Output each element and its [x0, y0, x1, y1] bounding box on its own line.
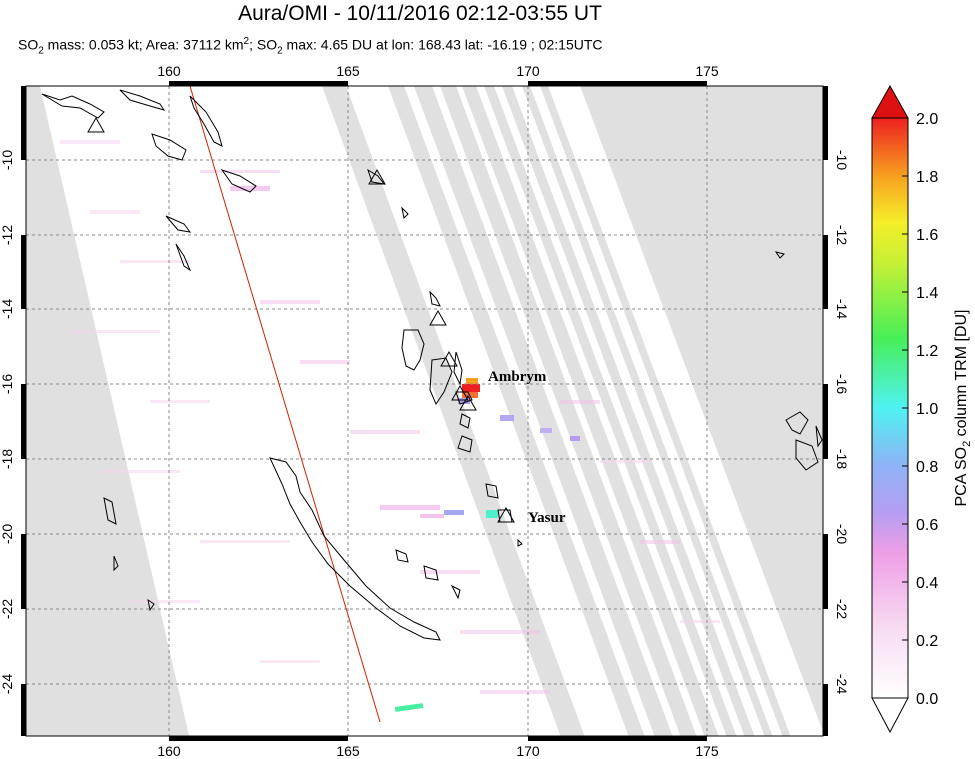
volcano-icon	[440, 350, 458, 367]
colorbar-tick-label: 0.0	[916, 691, 938, 708]
lat-tick-label: -18	[834, 449, 850, 469]
lat-tick-label: -20	[0, 524, 15, 544]
map-title: Aura/OMI - 10/11/2016 02:12-03:55 UT	[238, 2, 602, 25]
lat-tick-label: -12	[834, 225, 850, 245]
colorbar: 0.0 0.2 0.4 0.6 0.8 1.0 1.2 1.4 1.6 1.8 …	[871, 84, 973, 734]
swath-edge-west-fill	[26, 86, 40, 145]
colorbar-tick-label: 0.2	[916, 633, 938, 650]
volcano-icon	[459, 394, 477, 411]
colorbar-tick-label: 1.0	[916, 401, 938, 418]
so2-south-streak	[394, 703, 424, 712]
map-border-left	[21, 86, 26, 736]
colorbar-tick-label: 2.0	[916, 111, 938, 128]
row-anomaly-stripes	[322, 86, 791, 736]
colorbar-tick-label: 1.6	[916, 227, 938, 244]
lat-tick-label: -14	[0, 299, 15, 319]
map-border-right	[823, 86, 828, 736]
lat-labels-right: -10 -12 -14 -16 -18 -20 -22 -24	[834, 150, 850, 694]
volcano-icon	[429, 309, 447, 326]
track-line	[189, 86, 381, 723]
coastlines	[41, 89, 823, 641]
lon-tick-label: 175	[695, 743, 719, 759]
graticule	[26, 86, 823, 736]
colorbar-tick-label: 0.4	[916, 575, 938, 592]
lat-tick-label: -16	[0, 374, 15, 394]
so2-yasur-plume	[420, 510, 498, 518]
lon-tick-label: 170	[516, 63, 540, 79]
lon-tick-label: 160	[157, 63, 181, 79]
lat-tick-label: -14	[834, 299, 850, 319]
lat-tick-label: -24	[0, 674, 15, 694]
colorbar-tick-label: 1.4	[916, 285, 938, 302]
colorbar-min-arrow	[871, 697, 909, 734]
map-subtitle: SO2 mass: 0.053 kt; Area: 37112 km2; SO2…	[18, 36, 603, 57]
lon-tick-label: 160	[157, 743, 181, 759]
lat-tick-label: -20	[834, 524, 850, 544]
colorbar-max-arrow	[871, 84, 909, 119]
lat-tick-label: -10	[0, 150, 15, 170]
lat-tick-label: -12	[0, 225, 15, 245]
lon-tick-label: 165	[336, 63, 360, 79]
map-border-bottom	[169, 736, 707, 741]
lat-tick-label: -10	[834, 150, 850, 170]
lon-labels-bottom: 160 165 170 175	[157, 743, 719, 759]
volcano-icon	[368, 168, 386, 185]
swath-edge-west	[26, 86, 190, 736]
volcano-icon	[87, 116, 105, 133]
map-border-top	[169, 81, 707, 86]
lat-tick-label: -16	[834, 374, 850, 394]
lon-tick-label: 175	[695, 63, 719, 79]
lat-tick-label: -18	[0, 449, 15, 469]
lon-labels-top: 160 165 170 175	[157, 63, 719, 79]
lat-tick-label: -22	[834, 599, 850, 619]
lat-tick-label: -22	[0, 599, 15, 619]
volcano-markers	[87, 116, 515, 523]
lon-tick-label: 170	[516, 743, 540, 759]
lat-labels-left: -10 -12 -14 -16 -18 -20 -22 -24	[0, 150, 15, 694]
colorbar-tick-label: 0.8	[916, 459, 938, 476]
colorbar-tick-label: 1.2	[916, 343, 938, 360]
volcano-label-yasur: Yasur	[528, 510, 566, 526]
colorbar-title: PCA SO2 column TRM [DU]	[953, 310, 973, 507]
so2-noise	[60, 140, 720, 694]
colorbar-tick-label: 1.8	[916, 169, 938, 186]
volcano-icon	[451, 384, 469, 401]
volcano-icon	[497, 506, 515, 523]
colorbar-tick-label: 0.6	[916, 517, 938, 534]
volcano-label-ambrym: Ambrym	[488, 369, 547, 385]
lat-tick-label: -24	[834, 674, 850, 694]
lon-tick-label: 165	[336, 743, 360, 759]
